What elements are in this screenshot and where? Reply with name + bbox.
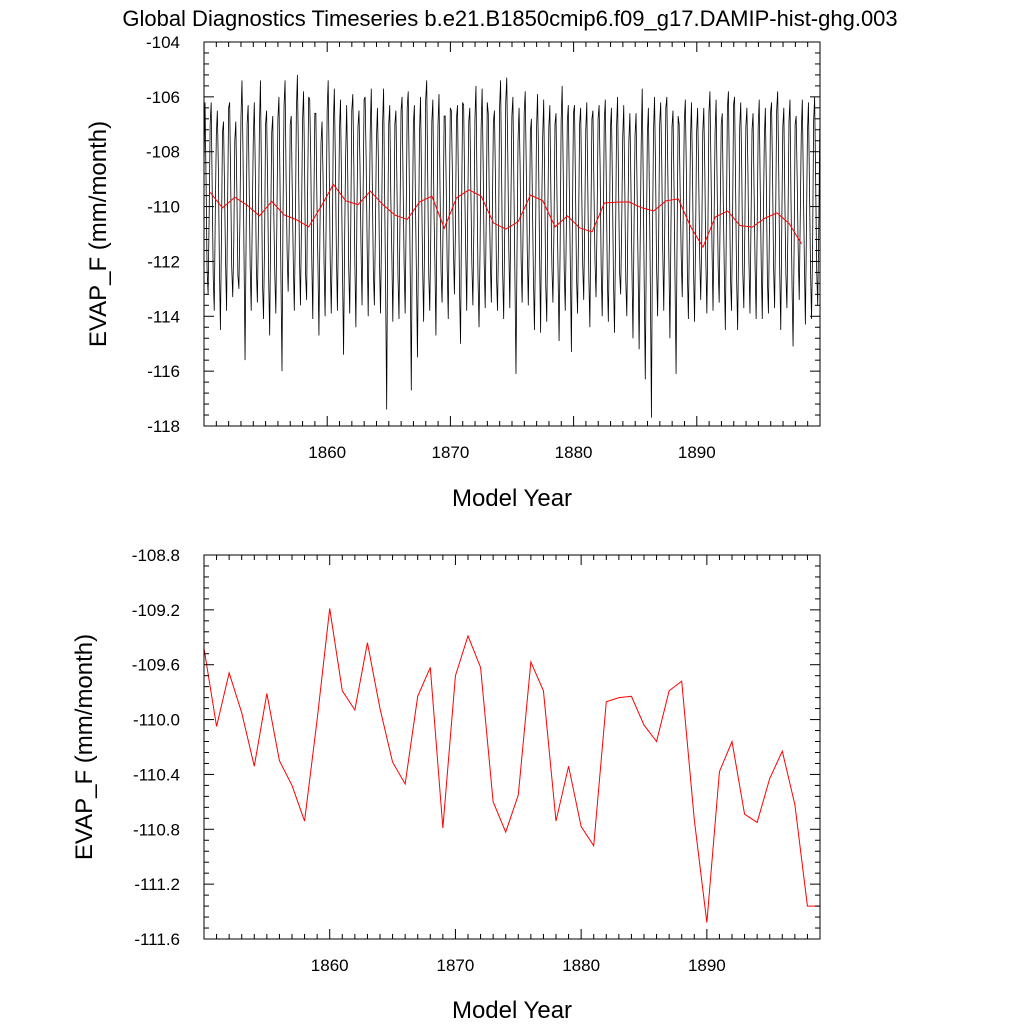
x-tick-label: 1870	[437, 956, 475, 975]
monthly-series-line-0	[204, 74, 820, 418]
y-tick-label: -112	[147, 252, 180, 271]
x-tick-label: 1890	[688, 956, 726, 975]
y-tick-label: -114	[147, 307, 180, 326]
y-tick-label: -116	[147, 362, 180, 381]
figure-title: Global Diagnostics Timeseries b.e21.B185…	[122, 6, 897, 31]
x-tick-label: 1890	[678, 443, 716, 462]
annual-mean-line-1	[204, 608, 820, 923]
x-axis-label: Model Year	[452, 485, 572, 512]
x-axis-label: Model Year	[452, 997, 572, 1024]
y-tick-label: -111.2	[134, 875, 180, 894]
y-tick-label: -110	[147, 198, 180, 217]
y-tick-label: -110.0	[133, 711, 180, 730]
y-tick-label: -108	[146, 143, 180, 162]
y-axis-label: EVAP_F (mm/month)	[85, 121, 112, 347]
y-tick-label: -104	[146, 33, 180, 52]
plot-frame	[203, 554, 821, 940]
y-tick-label: -106	[146, 88, 180, 107]
x-tick-label: 1860	[308, 443, 346, 462]
annual-mean-line-0	[209, 183, 802, 249]
x-tick-label: 1860	[311, 956, 349, 975]
x-tick-label: 1870	[431, 443, 469, 462]
x-tick-label: 1880	[555, 443, 593, 462]
x-tick-label: 1880	[562, 956, 600, 975]
y-tick-label: -108.8	[132, 546, 180, 565]
timeseries-panel-monthly: 1860 1870 1880 1890 -118 -116 -114 -112 -110 -108…	[85, 33, 821, 512]
timeseries-panel-annual: 1860 1870 1880 1890 -111.6 -111.2 -110.8 -110.4…	[71, 546, 821, 1024]
y-tick-label: -111.6	[134, 930, 180, 949]
y-tick-label: -110.4	[133, 765, 180, 784]
y-axis-label: EVAP_F (mm/month)	[71, 634, 98, 860]
y-tick-label: -109.2	[132, 601, 180, 620]
y-tick-label: -110.8	[133, 820, 180, 839]
y-tick-label: -109.6	[132, 656, 180, 675]
y-tick-label: -118	[147, 417, 180, 436]
